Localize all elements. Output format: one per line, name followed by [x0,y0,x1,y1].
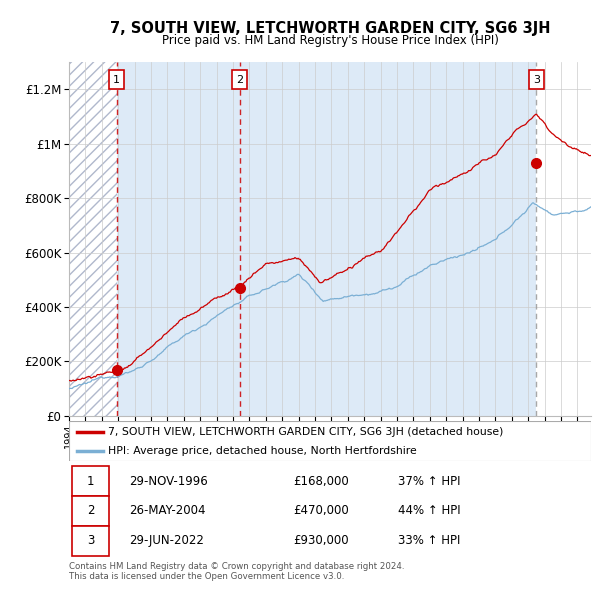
Text: £470,000: £470,000 [293,504,349,517]
Text: Contains HM Land Registry data © Crown copyright and database right 2024.
This d: Contains HM Land Registry data © Crown c… [69,562,404,581]
Text: HPI: Average price, detached house, North Hertfordshire: HPI: Average price, detached house, Nort… [108,447,417,456]
Text: 7, SOUTH VIEW, LETCHWORTH GARDEN CITY, SG6 3JH: 7, SOUTH VIEW, LETCHWORTH GARDEN CITY, S… [110,21,550,35]
Text: £930,000: £930,000 [293,535,349,548]
Text: Price paid vs. HM Land Registry's House Price Index (HPI): Price paid vs. HM Land Registry's House … [161,34,499,47]
FancyBboxPatch shape [71,496,109,526]
Text: 1: 1 [113,75,120,84]
Text: 3: 3 [87,535,94,548]
Bar [117,62,536,416]
Text: 2: 2 [236,75,243,84]
Text: 29-NOV-1996: 29-NOV-1996 [129,474,208,487]
Text: 2: 2 [86,504,94,517]
FancyBboxPatch shape [71,526,109,556]
FancyBboxPatch shape [109,70,124,89]
Text: 44% ↑ HPI: 44% ↑ HPI [398,504,460,517]
Text: 29-JUN-2022: 29-JUN-2022 [129,535,204,548]
Text: 3: 3 [533,75,540,84]
Text: 7, SOUTH VIEW, LETCHWORTH GARDEN CITY, SG6 3JH (detached house): 7, SOUTH VIEW, LETCHWORTH GARDEN CITY, S… [108,427,503,437]
Bar [536,62,591,416]
FancyBboxPatch shape [71,466,109,496]
FancyBboxPatch shape [69,421,591,461]
Text: 33% ↑ HPI: 33% ↑ HPI [398,535,460,548]
Bar [69,62,117,416]
Text: £168,000: £168,000 [293,474,349,487]
Text: 1: 1 [86,474,94,487]
Text: 37% ↑ HPI: 37% ↑ HPI [398,474,460,487]
Text: 26-MAY-2004: 26-MAY-2004 [129,504,206,517]
FancyBboxPatch shape [232,70,247,89]
FancyBboxPatch shape [529,70,544,89]
